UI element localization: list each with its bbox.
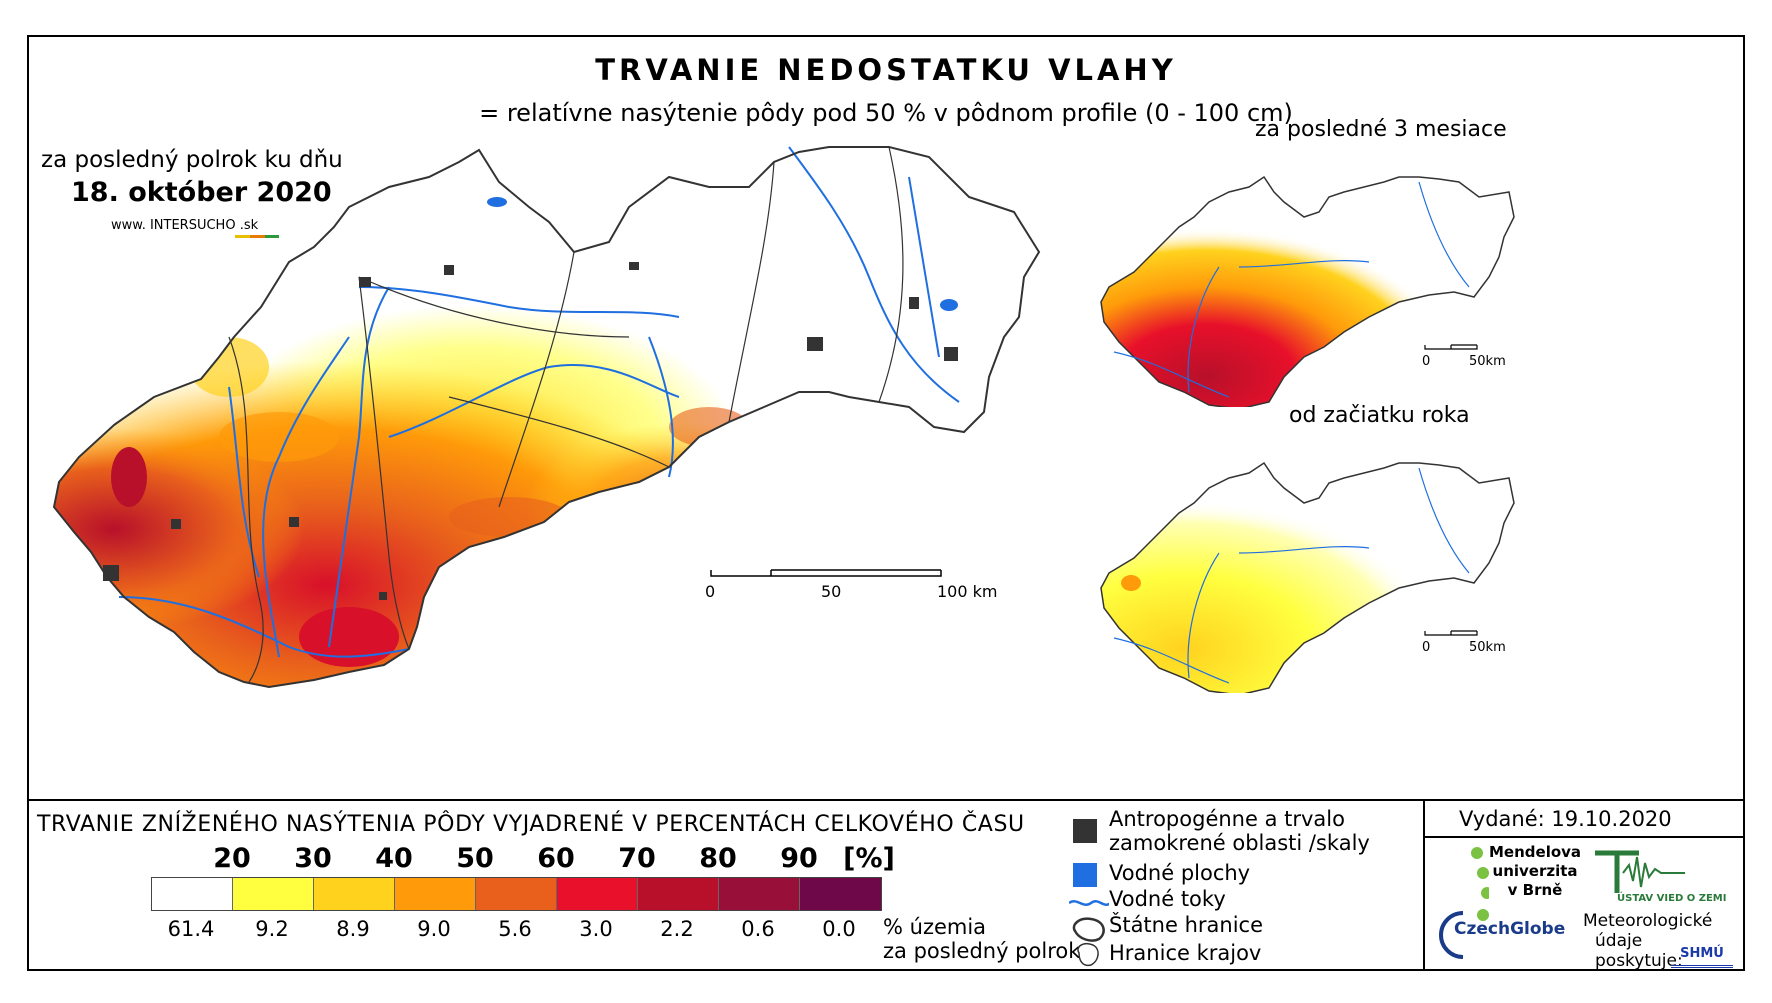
river-key-icon xyxy=(1069,900,1109,906)
threshold-label: 90 xyxy=(780,843,818,874)
inset-year-label: od začiatku roka xyxy=(1289,403,1470,428)
main-date-label: 18. október 2020 xyxy=(71,177,332,208)
legend-title: TRVANIE ZNÍŽENÉHO NASÝTENIA PÔDY VYJADRE… xyxy=(37,812,1025,837)
legend-color-swatch xyxy=(800,878,881,910)
ustav-logo-text: ÚSTAV VIED O ZEMI xyxy=(1617,893,1727,904)
legend-share-value: 8.9 xyxy=(336,917,370,941)
threshold-label: 20 xyxy=(213,843,251,874)
footer-divider-h xyxy=(1425,836,1743,838)
czechglobe-logo-text: CzechGlobe xyxy=(1454,919,1566,939)
map-frame: TRVANIE NEDOSTATKU VLAHY = relatívne nas… xyxy=(27,35,1745,971)
issued-date: Vydané: 19.10.2020 xyxy=(1459,807,1672,831)
meteo-line-3: poskytuje: xyxy=(1595,951,1683,971)
anthropogenic-key-icon xyxy=(1073,819,1097,843)
page-subtitle: = relatívne nasýtenie pôdy pod 50 % v pô… xyxy=(479,99,1293,127)
inset-3m-scale-0: 0 xyxy=(1422,354,1431,369)
legend-color-swatch xyxy=(719,878,800,910)
threshold-label: 60 xyxy=(537,843,575,874)
main-drought-map xyxy=(52,146,1041,689)
map-key-symbols xyxy=(1069,819,1109,967)
legend-color-swatch xyxy=(233,878,314,910)
legend-color-ramp xyxy=(151,877,882,911)
inset-3m-label: za posledné 3 mesiace xyxy=(1255,117,1507,142)
share-note-line-1: % územia xyxy=(883,915,987,939)
legend-share-note: % územia za posledný polrok xyxy=(883,915,1080,963)
inset-3m-map xyxy=(1100,175,1515,407)
intersucho-website: www. INTERSUCHO .sk xyxy=(111,218,279,238)
main-scale-label-100: 100 km xyxy=(937,582,998,601)
water-body-key-icon xyxy=(1073,863,1097,887)
threshold-label: 40 xyxy=(375,843,413,874)
main-period-label: za posledný polrok ku dňu xyxy=(41,147,343,173)
legend-color-swatch xyxy=(638,878,719,910)
threshold-unit: [%] xyxy=(843,843,895,874)
legend-share-value: 3.0 xyxy=(579,917,613,941)
inset-year-scale-0: 0 xyxy=(1422,640,1431,655)
ustav-logo-icon xyxy=(1595,850,1685,893)
footer-divider xyxy=(1423,801,1425,969)
shmu-logo: SHMÚ xyxy=(1671,947,1733,968)
legend-share-value: 61.4 xyxy=(167,917,215,941)
mendel-logo-text: Mendelova univerzita v Brně xyxy=(1489,843,1581,900)
website-underline-icon xyxy=(235,235,279,238)
legend-share-value: 0.6 xyxy=(741,917,775,941)
anthropogenic-key-line-2: zamokrené oblasti /skaly xyxy=(1109,831,1370,855)
legend-share-value: 0.0 xyxy=(822,917,856,941)
legend-thresholds: 20 30 40 50 60 70 80 90 [%] xyxy=(29,843,895,877)
inset-year-map xyxy=(1100,461,1515,693)
threshold-label: 70 xyxy=(618,843,656,874)
rivers-layer xyxy=(118,146,960,658)
mendel-line-3: v Brně xyxy=(1507,881,1563,899)
state-border-key-icon xyxy=(1072,917,1105,942)
mendel-line-1: Mendelova xyxy=(1489,843,1582,861)
czechglobe-logo xyxy=(1439,911,1464,959)
region-border-key-icon xyxy=(1077,942,1099,967)
water-key-label: Vodné plochy xyxy=(1109,861,1251,885)
main-scale-label-50: 50 xyxy=(821,582,842,601)
threshold-label: 50 xyxy=(456,843,494,874)
page-title: TRVANIE NEDOSTATKU VLAHY xyxy=(595,53,1177,87)
state-border-main xyxy=(52,146,1041,689)
meteo-credit: Meteorologické údaje poskytuje: xyxy=(1583,911,1712,971)
mendel-dots-icon xyxy=(1471,847,1489,921)
threshold-label: 30 xyxy=(294,843,332,874)
rivers-key-label: Vodné toky xyxy=(1109,887,1226,911)
meteo-line-2: údaje xyxy=(1595,931,1643,951)
legend-color-swatch xyxy=(557,878,638,910)
legend-color-swatch xyxy=(152,878,233,910)
anthropogenic-key-line-1: Antropogénne a trvalo xyxy=(1109,807,1345,831)
legend-share-value: 2.2 xyxy=(660,917,694,941)
water-bodies xyxy=(487,197,958,311)
legend-share-value: 9.0 xyxy=(417,917,451,941)
main-scale-bar xyxy=(710,569,942,577)
region-border-key-label: Hranice krajov xyxy=(1109,941,1262,965)
threshold-label: 80 xyxy=(699,843,737,874)
map-area: TRVANIE NEDOSTATKU VLAHY = relatívne nas… xyxy=(29,37,1743,799)
legend-share-value: 5.6 xyxy=(498,917,532,941)
website-text: www. INTERSUCHO .sk xyxy=(111,218,259,233)
region-borders-main xyxy=(228,146,904,683)
legend-color-swatch xyxy=(395,878,476,910)
legend-share-values: 61.4 9.2 8.9 9.0 5.6 3.0 2.2 0.6 0.0 xyxy=(29,917,856,943)
main-scale-label-0: 0 xyxy=(705,582,716,601)
mendel-line-2: univerzita xyxy=(1492,862,1578,880)
anthropogenic-areas xyxy=(103,262,958,600)
legend-color-swatch xyxy=(314,878,395,910)
state-border-key-label: Štátne hranice xyxy=(1109,913,1263,937)
meteo-line-1: Meteorologické xyxy=(1583,911,1713,931)
share-note-line-2: za posledný polrok xyxy=(883,939,1081,963)
anthropogenic-key-label: Antropogénne a trvalo zamokrené oblasti … xyxy=(1109,807,1370,855)
legend-share-value: 9.2 xyxy=(255,917,289,941)
legend-divider xyxy=(29,799,1743,801)
legend-color-swatch xyxy=(476,878,557,910)
inset-3m-scale-50: 50km xyxy=(1469,354,1506,369)
inset-year-scale-50: 50km xyxy=(1469,640,1506,655)
main-map-fill xyxy=(54,147,1039,687)
